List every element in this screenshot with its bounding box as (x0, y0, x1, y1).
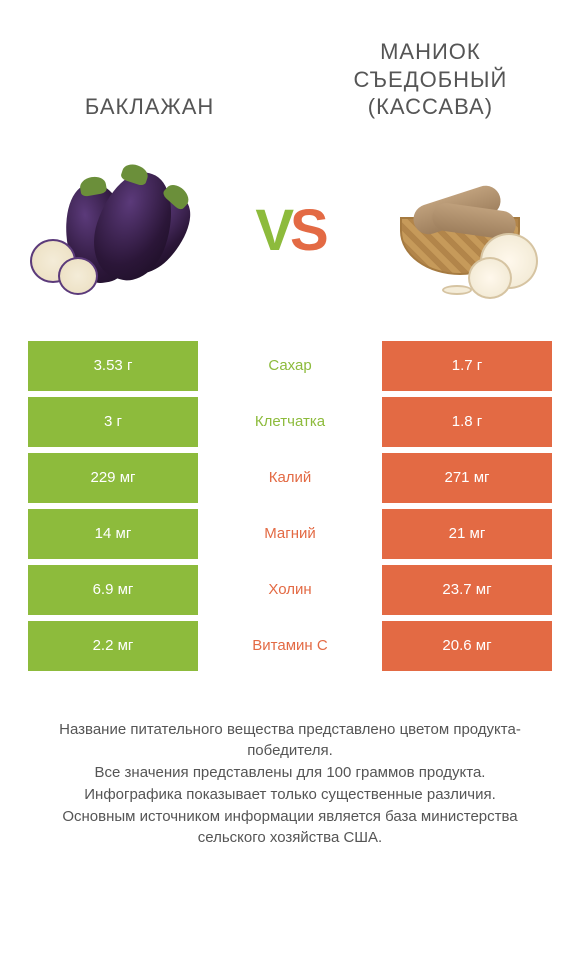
nutrient-row: 2.2 мгВитамин C20.6 мг (28, 621, 552, 671)
left-food-title: БАКЛАЖАН (30, 93, 269, 121)
right-value: 1.8 г (382, 397, 552, 447)
right-title-line3: (КАССАВА) (368, 94, 493, 119)
right-food-title: МАНИОК СЪЕДОБНЫЙ (КАССАВА) (311, 38, 550, 121)
left-value: 3.53 г (28, 341, 198, 391)
nutrient-table: 3.53 гСахар1.7 г 3 гКлетчатка1.8 г 229 мгК… (0, 341, 580, 671)
nutrient-row: 3.53 гСахар1.7 г (28, 341, 552, 391)
footer-notes: Название питательного вещества представл… (0, 677, 580, 850)
nutrient-label: Магний (198, 509, 382, 559)
vs-s: S (290, 198, 325, 263)
left-value: 6.9 мг (28, 565, 198, 615)
images-row: VS (0, 131, 580, 341)
eggplant-illustration (28, 161, 198, 301)
right-value: 20.6 мг (382, 621, 552, 671)
nutrient-row: 229 мгКалий271 мг (28, 453, 552, 503)
right-value: 21 мг (382, 509, 552, 559)
left-value: 229 мг (28, 453, 198, 503)
footer-line-2: Все значения представлены для 100 граммо… (36, 762, 544, 784)
nutrient-label: Клетчатка (198, 397, 382, 447)
footer-line-1: Название питательного вещества представл… (36, 719, 544, 763)
nutrient-row: 14 мгМагний21 мг (28, 509, 552, 559)
nutrient-row: 3 гКлетчатка1.8 г (28, 397, 552, 447)
right-title-line2: СЪЕДОБНЫЙ (353, 67, 507, 92)
nutrient-label: Сахар (198, 341, 382, 391)
footer-line-3: Инфографика показывает только существенн… (36, 784, 544, 806)
left-value: 3 г (28, 397, 198, 447)
right-title-line1: МАНИОК (380, 39, 481, 64)
header: БАКЛАЖАН МАНИОК СЪЕДОБНЫЙ (КАССАВА) (0, 0, 580, 131)
vs-v: V (255, 198, 290, 263)
left-value: 2.2 мг (28, 621, 198, 671)
nutrient-label: Холин (198, 565, 382, 615)
right-value: 23.7 мг (382, 565, 552, 615)
cassava-illustration (382, 161, 552, 301)
nutrient-label: Калий (198, 453, 382, 503)
vs-label: VS (255, 197, 324, 264)
nutrient-label: Витамин C (198, 621, 382, 671)
nutrient-row: 6.9 мгХолин23.7 мг (28, 565, 552, 615)
footer-line-4: Основным источником информации является … (36, 806, 544, 850)
right-value: 271 мг (382, 453, 552, 503)
right-value: 1.7 г (382, 341, 552, 391)
left-value: 14 мг (28, 509, 198, 559)
